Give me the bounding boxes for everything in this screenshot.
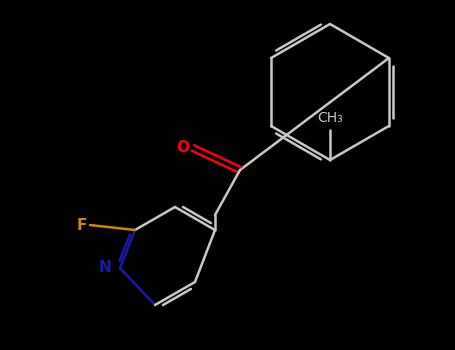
Text: O: O xyxy=(177,140,189,155)
Text: N: N xyxy=(99,260,111,275)
Text: CH₃: CH₃ xyxy=(317,111,343,125)
Text: F: F xyxy=(77,217,87,232)
